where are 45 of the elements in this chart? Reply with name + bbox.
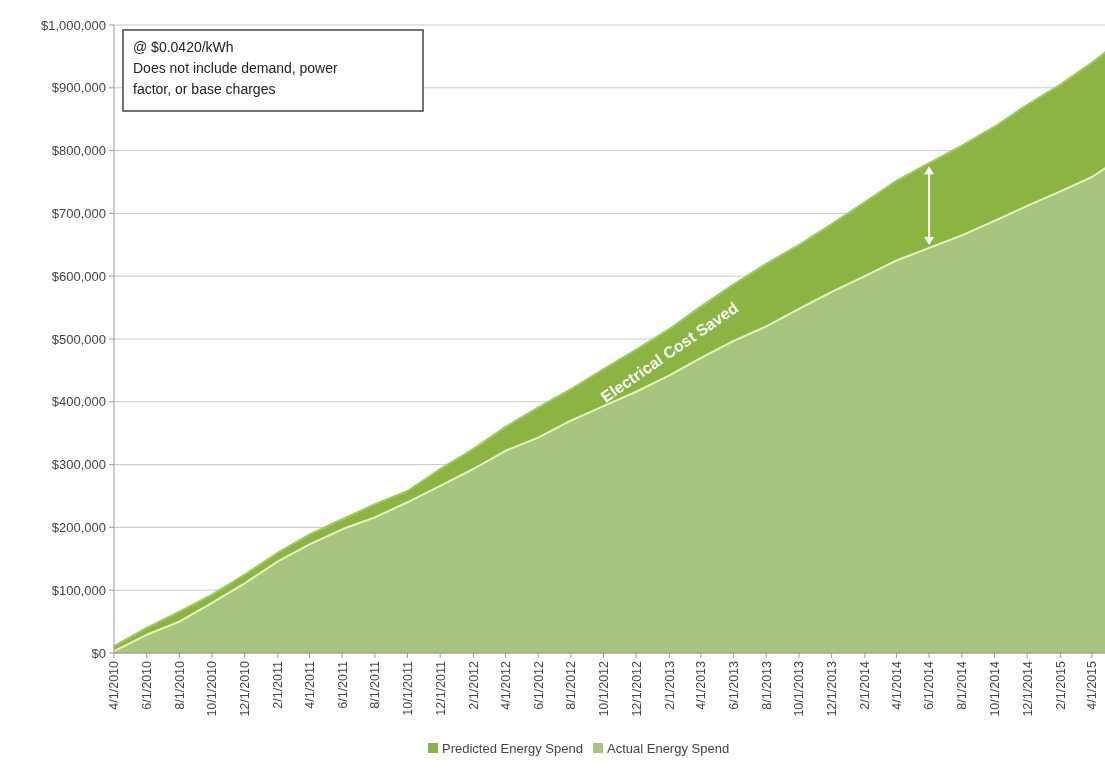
y-tick-label: $200,000: [51, 519, 106, 535]
x-tick-label: 8/1/2012: [564, 660, 579, 710]
x-tick-label: 12/1/2014: [1020, 660, 1035, 717]
x-tick-label: 12/1/2011: [433, 660, 448, 716]
x-tick-label: 2/1/2013: [662, 660, 677, 710]
x-tick-label: 2/1/2012: [466, 660, 481, 710]
y-tick-label: $400,000: [51, 394, 106, 410]
y-tick-label: $100,000: [51, 582, 106, 598]
x-tick-label: 6/1/2013: [727, 660, 742, 710]
x-tick-label: 2/1/2011: [271, 660, 286, 709]
y-tick-label: $500,000: [51, 331, 106, 347]
x-tick-label: 2/1/2014: [858, 660, 873, 710]
y-tick-label: $0: [91, 645, 106, 661]
legend-label: Predicted Energy Spend: [442, 740, 583, 756]
legend-label: Actual Energy Spend: [607, 740, 730, 756]
x-tick-label: 4/1/2013: [694, 660, 709, 710]
x-tick-label: 4/1/2015: [1085, 660, 1100, 710]
annotation: @ $0.0420/kWh Does not include demand, power factor, or base charges: [133, 39, 339, 97]
x-tick-label: 6/1/2012: [531, 660, 546, 710]
x-tick-label: 8/1/2013: [759, 660, 774, 710]
x-tick-label: 4/1/2011: [302, 660, 317, 709]
x-tick-label: 6/1/2010: [140, 660, 155, 710]
x-tick-label: 10/1/2011: [400, 660, 415, 716]
x-tick-label: 6/1/2011: [335, 660, 350, 709]
x-tick-label: 8/1/2014: [955, 660, 970, 710]
y-tick-label: $1,000,000: [40, 17, 106, 33]
x-tick-label: 10/1/2014: [987, 660, 1002, 717]
x-tick-label: 10/1/2013: [792, 660, 807, 717]
y-tick-label: $600,000: [51, 268, 106, 284]
x-tick-label: 6/1/2014: [922, 660, 937, 710]
x-tick-label: 12/1/2012: [629, 660, 644, 717]
y-tick-label: $800,000: [51, 143, 106, 159]
x-tick-label: 4/1/2010: [107, 660, 122, 710]
y-tick-label: $900,000: [51, 80, 106, 96]
x-tick-label: 8/1/2011: [368, 660, 383, 709]
x-tick-label: 2/1/2015: [1053, 660, 1068, 710]
x-tick-label: 4/1/2012: [498, 660, 513, 710]
y-tick-label: $700,000: [51, 205, 106, 221]
x-tick-label: 10/1/2010: [205, 660, 220, 717]
x-tick-label: 12/1/2013: [825, 660, 840, 717]
x-tick-label: 10/1/2012: [596, 660, 611, 717]
x-tick-label: 4/1/2014: [889, 660, 904, 710]
x-tick-label: 12/1/2010: [238, 660, 253, 717]
y-tick-label: $300,000: [51, 457, 106, 473]
x-tick-label: 8/1/2010: [172, 660, 187, 710]
